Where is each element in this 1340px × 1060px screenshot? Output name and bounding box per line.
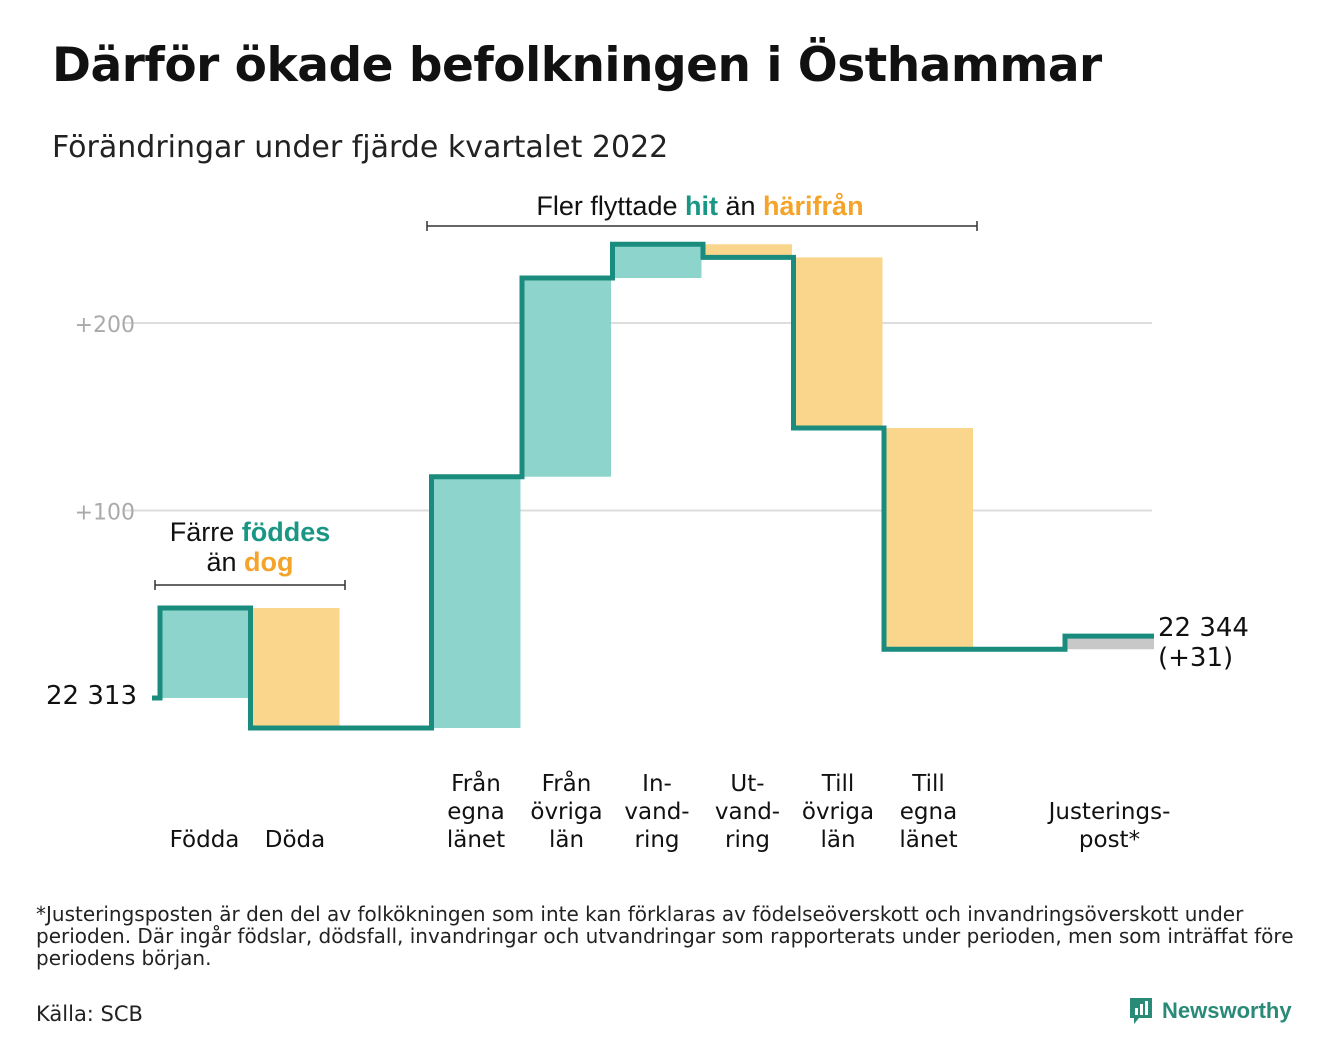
waterfall-bar [431, 476, 521, 728]
annotation-highlight: hit [685, 191, 718, 221]
waterfall-bar [703, 244, 792, 258]
category-label: Ut-vand-ring [715, 771, 780, 853]
waterfall-bar [522, 278, 611, 477]
waterfall-bar [250, 608, 340, 728]
category-label-line: In- [642, 771, 672, 797]
category-label-line: län [820, 827, 855, 853]
end-change-label: (+31) [1158, 643, 1233, 673]
footnote: *Justeringsposten är den del av folkökni… [36, 902, 1294, 970]
category-label-line: egna [447, 799, 504, 825]
y-tick-label: +200 [75, 313, 135, 338]
waterfall-bar [884, 428, 973, 650]
y-tick-label: +100 [75, 501, 135, 526]
brand-logo: Newsworthy [1128, 996, 1292, 1026]
category-label-line: länet [899, 827, 957, 853]
category-label-line: övriga [530, 799, 602, 825]
cumulative-line [152, 241, 1154, 731]
category-label: Till övriga län [802, 771, 874, 853]
category-label-line: Justerings- [1047, 799, 1171, 825]
category-label: Från egna länet [447, 769, 505, 853]
category-label-line: vand- [624, 799, 689, 825]
annotation-highlight: föddes [242, 517, 331, 547]
annotation-text: Färre [170, 517, 242, 547]
category-label-line: Från [451, 769, 501, 797]
category-label-line: ring [725, 827, 770, 853]
annotation-highlight: dog [244, 547, 293, 577]
category-label-line: egna [900, 799, 957, 825]
category-label-line: Döda [265, 827, 325, 853]
annotation-highlight: härifrån [763, 191, 864, 221]
newsworthy-logo-icon [1130, 998, 1152, 1024]
category-label-line: län [549, 827, 584, 853]
category-label-line: post* [1079, 827, 1140, 853]
category-label: Döda [265, 827, 325, 853]
waterfall-bar [1065, 636, 1154, 650]
category-label: Från övriga län [530, 769, 602, 853]
births-annotation-line1: Färre föddes [170, 517, 331, 547]
category-label-line: övriga [802, 799, 874, 825]
category-label-line: länet [447, 827, 505, 853]
waterfall-bar [793, 257, 883, 428]
chart-subtitle: Förändringar under fjärde kvartalet 2022 [52, 130, 669, 165]
category-label-line: Födda [170, 827, 240, 853]
category-label-line: Till [821, 771, 855, 797]
waterfall-bar [612, 244, 702, 278]
brand-name: Newsworthy [1162, 998, 1292, 1023]
annotation-text: än [206, 547, 244, 577]
category-label: Födda [170, 827, 240, 853]
annotation-text: än [718, 191, 763, 221]
births-annotation-line2: än dog [206, 547, 293, 577]
category-label-line: Till [911, 771, 945, 797]
end-value-label: 22 344 [1158, 613, 1249, 643]
category-label-line: vand- [715, 799, 780, 825]
category-label-line: Från [542, 769, 592, 797]
annotation-text: Fler flyttade [536, 191, 685, 221]
category-label-line: Ut- [730, 771, 764, 797]
start-value-label: 22 313 [46, 681, 137, 711]
chart-title: Därför ökade befolkningen i Östhammar [52, 38, 1102, 93]
category-label: Till egna länet [899, 771, 957, 853]
category-label: Justerings-post* [1047, 799, 1171, 853]
source-label: Källa: SCB [36, 1002, 143, 1026]
category-label: In-vand-ring [624, 771, 689, 853]
category-label-line: ring [634, 827, 679, 853]
waterfall-bar [160, 608, 249, 698]
migration-annotation: Fler flyttade hit än härifrån [536, 191, 863, 221]
